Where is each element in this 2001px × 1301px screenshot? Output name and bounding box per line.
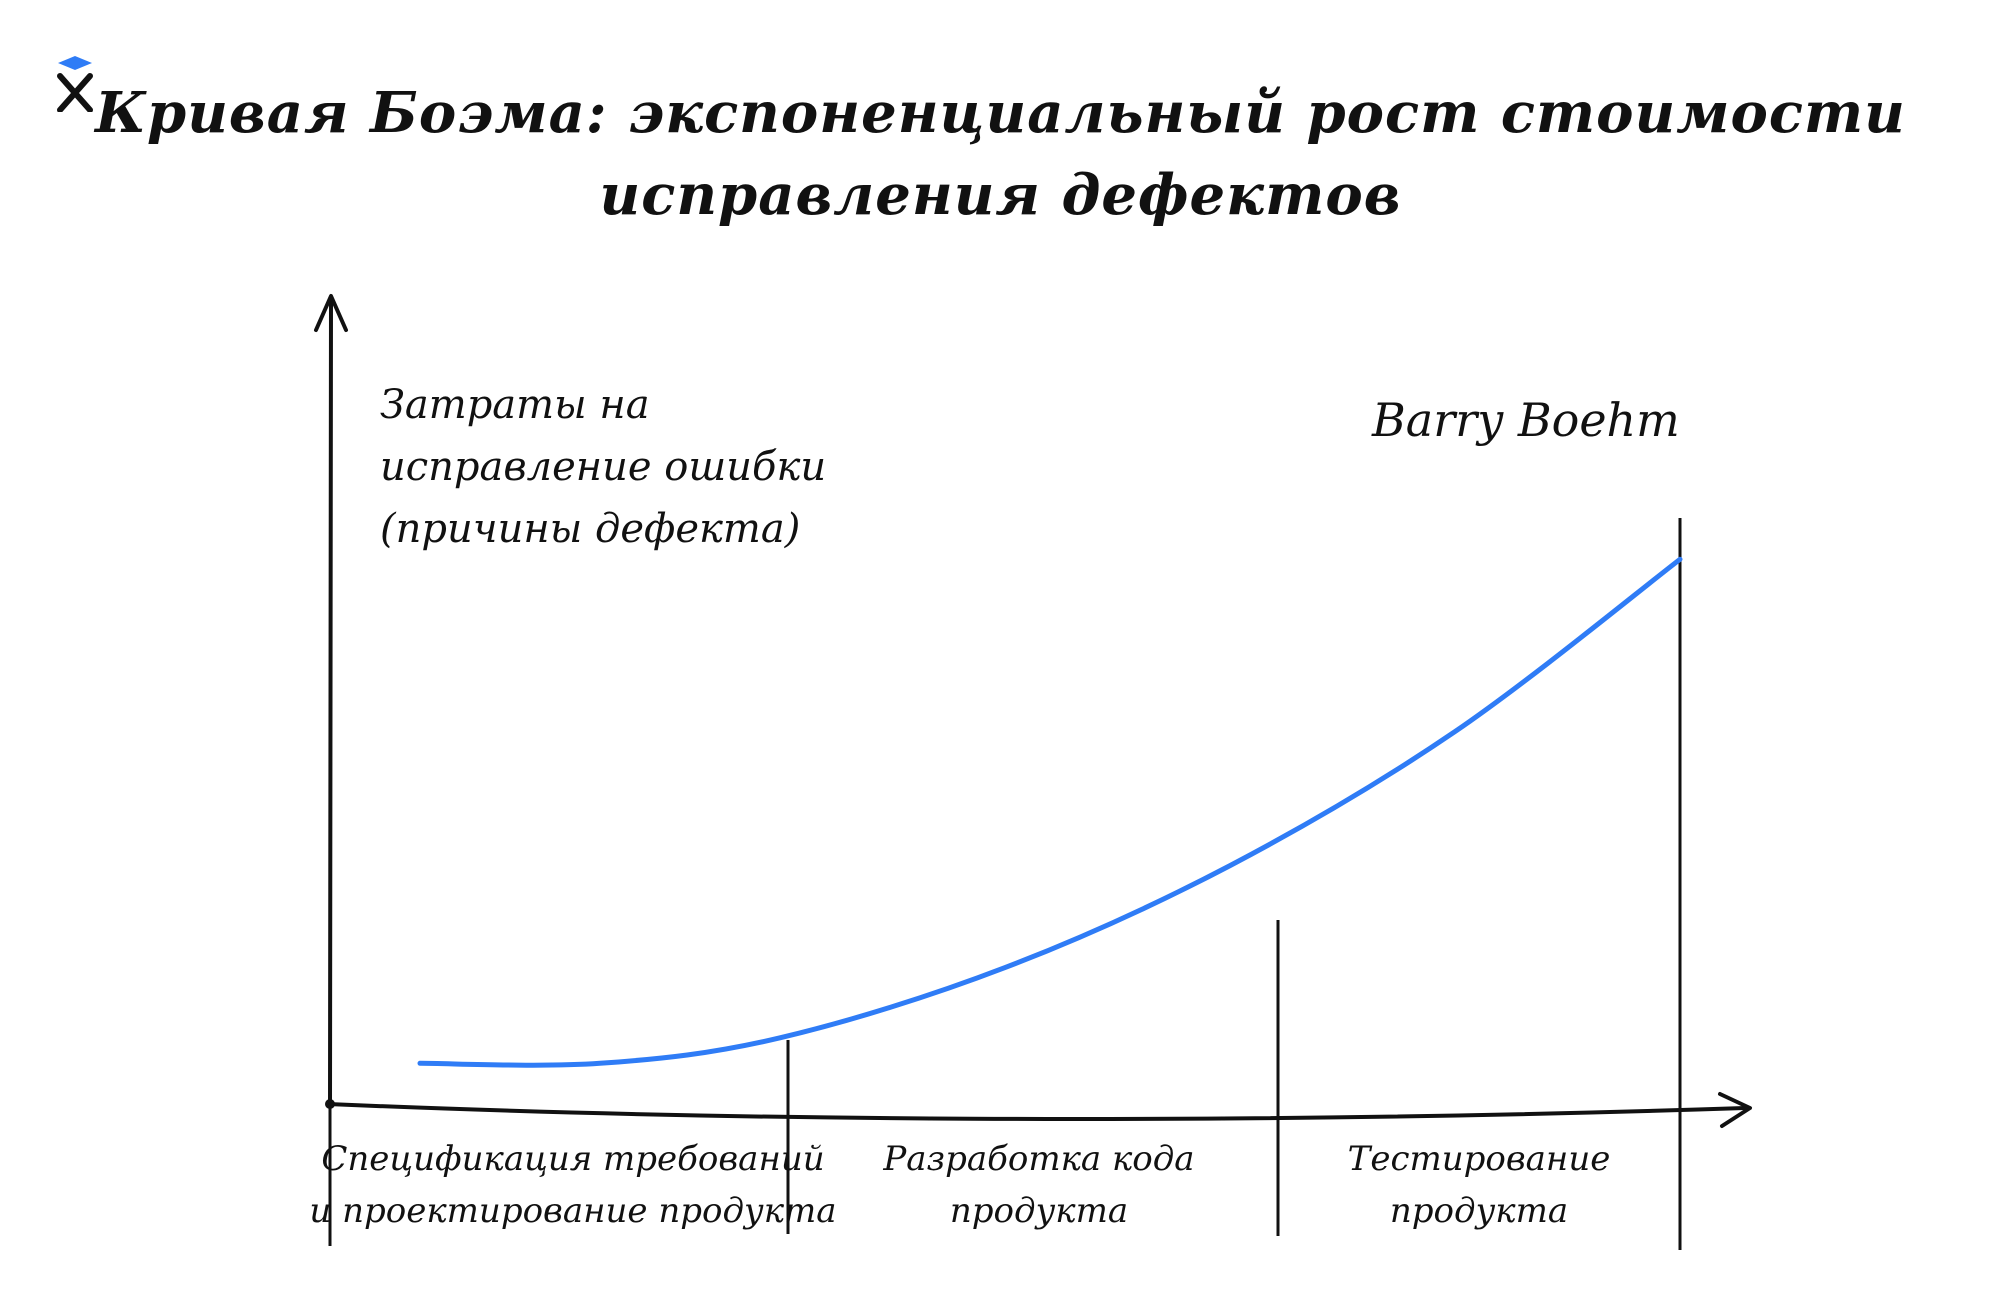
chart-title: Кривая Боэма: экспоненциальный рост стои… [0,72,2001,236]
x-category-label-3-line-2: продукта [1390,1191,1568,1231]
curve-layer [417,556,1683,1068]
x-axis-arrowhead [1718,1092,1752,1128]
logo-diamond [58,56,92,70]
stage-dividers [328,518,1682,1250]
y-axis-label-line-3: (причины дефекта) [380,506,800,552]
axis-origin-dot [325,1099,335,1109]
x-category-label-2-line-2: продукта [950,1191,1128,1231]
logo-x-stroke-2 [57,73,93,112]
y-axis-arrowhead [314,294,348,332]
y-axis-label-line-1: Затраты на [380,382,650,428]
x-axis [326,1102,1747,1122]
x-category-label-1: Спецификация требований и проектирование … [309,1139,836,1231]
x-category-label-3: Тестирование продукта [1348,1139,1611,1231]
axes-layer [314,294,1752,1128]
x-category-label-2: Разработка кода продукта [882,1139,1194,1231]
y-axis-label-line-2: исправление ошибки [380,444,826,490]
x-category-label-1-line-1: Спецификация требований [321,1139,824,1179]
x-category-label-1-line-2: и проектирование продукта [309,1191,836,1231]
x-category-label-2-line-1: Разработка кода [882,1139,1194,1179]
x-logo-icon [52,52,98,112]
chart-title-line-1: Кривая Боэма: экспоненциальный рост стои… [95,80,1906,146]
chart-title-line-2: исправления дефектов [599,162,1402,228]
labels-layer: Затраты на исправление ошибки (причины деф… [309,382,1679,1231]
y-axis-label: Затраты на исправление ошибки (причины деф… [380,382,826,552]
cost-curve-line [417,556,1683,1068]
author-annotation: Barry Boehm [1371,393,1680,447]
y-axis [328,298,333,1106]
x-category-label-3-line-1: Тестирование [1348,1139,1611,1179]
